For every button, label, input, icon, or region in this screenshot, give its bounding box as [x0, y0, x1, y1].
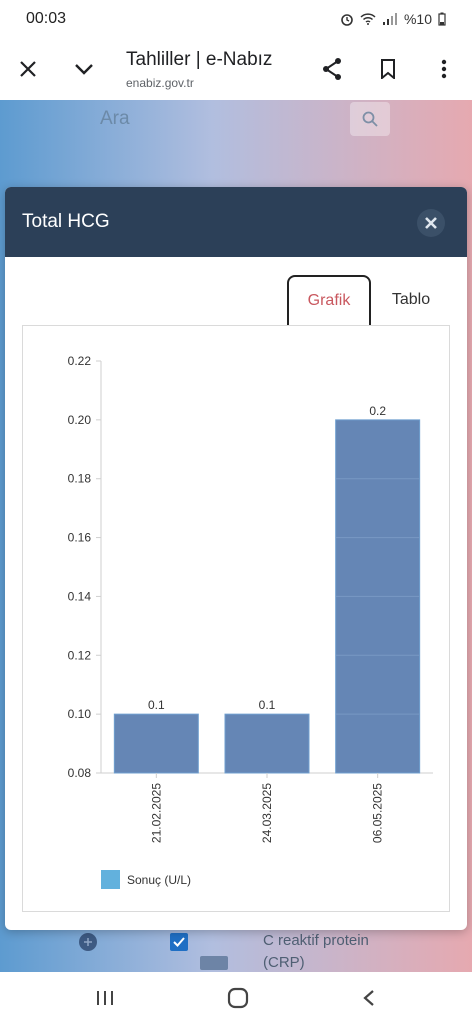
chart-bar	[113, 713, 199, 774]
y-tick-label: 0.08	[68, 766, 92, 780]
modal-title: Total HCG	[22, 211, 110, 232]
collapse-button[interactable]	[56, 41, 112, 97]
battery-icon	[438, 12, 446, 26]
status-icons: %10	[340, 11, 446, 27]
back-icon[interactable]	[362, 989, 376, 1007]
bookmark-button[interactable]	[360, 41, 416, 97]
legend-swatch	[101, 870, 120, 889]
battery-text: %10	[403, 11, 432, 27]
data-label: 0.2	[369, 404, 386, 418]
close-tab-button[interactable]	[0, 41, 56, 97]
close-icon	[20, 61, 36, 77]
tab-tablo[interactable]: Tablo	[391, 291, 431, 308]
chart-modal: Total HCG Grafik Tablo 0.08 0.10 0.12 0.14 0…	[5, 187, 467, 930]
recent-apps-icon[interactable]	[96, 990, 114, 1006]
more-options-button[interactable]	[416, 41, 472, 97]
browser-toolbar: Tahliller | e-Nabız enabiz.gov.tr	[0, 38, 472, 100]
alarm-icon	[341, 14, 353, 26]
bar-chart: 0.08 0.10 0.12 0.14 0.16 0.18 0.20 0.22 0.1 21.02…	[68, 354, 433, 889]
signal-icon	[382, 13, 397, 25]
y-tick-label: 0.20	[68, 413, 92, 427]
data-label: 0.1	[259, 698, 276, 712]
y-tick-label: 0.12	[68, 648, 92, 662]
legend-label: Sonuç (U/L)	[127, 873, 191, 887]
search-icon	[362, 111, 378, 127]
y-tick-label: 0.16	[68, 531, 92, 545]
x-tick-label: 24.03.2025	[260, 783, 274, 843]
data-label: 0.1	[148, 698, 165, 712]
row-tag-icon	[200, 956, 228, 970]
status-time: 00:03	[26, 10, 67, 27]
search-input[interactable]: Ara	[100, 108, 130, 129]
share-button[interactable]	[304, 41, 360, 97]
chart-bar	[224, 713, 310, 774]
y-tick-label: 0.22	[68, 354, 92, 368]
status-bar: 00:03 %10	[0, 0, 472, 38]
tab-grafik[interactable]: Grafik	[287, 275, 371, 325]
y-tick-label: 0.14	[68, 589, 92, 603]
y-tick-label: 0.18	[68, 472, 92, 486]
close-icon	[425, 217, 437, 229]
page-title-block: Tahliller | e-Nabız enabiz.gov.tr	[112, 49, 304, 90]
background-list-row: C reaktif protein (CRP)	[0, 928, 472, 972]
page-url: enabiz.gov.tr	[126, 75, 194, 90]
checkbox-checked-icon[interactable]	[169, 932, 189, 952]
expand-icon[interactable]	[78, 932, 98, 952]
more-vert-icon	[441, 59, 447, 79]
row-label: C reaktif protein	[263, 932, 369, 949]
chevron-down-icon	[75, 64, 93, 75]
search-button[interactable]	[350, 102, 390, 136]
row-label-sub: (CRP)	[263, 954, 305, 971]
system-nav-bar	[0, 972, 472, 1024]
wifi-icon	[360, 13, 376, 25]
modal-close-button[interactable]	[417, 209, 445, 237]
home-icon[interactable]	[227, 987, 249, 1009]
bookmark-icon	[381, 59, 395, 79]
x-tick-label: 06.05.2025	[371, 783, 385, 843]
x-tick-label: 21.02.2025	[149, 783, 163, 843]
share-icon	[323, 58, 341, 80]
y-tick-label: 0.10	[68, 707, 92, 721]
modal-header: Total HCG	[5, 187, 467, 257]
page-title: Tahliller | e-Nabız	[126, 48, 273, 70]
chart-container: 0.08 0.10 0.12 0.14 0.16 0.18 0.20 0.22 0.1 21.02…	[22, 325, 450, 912]
